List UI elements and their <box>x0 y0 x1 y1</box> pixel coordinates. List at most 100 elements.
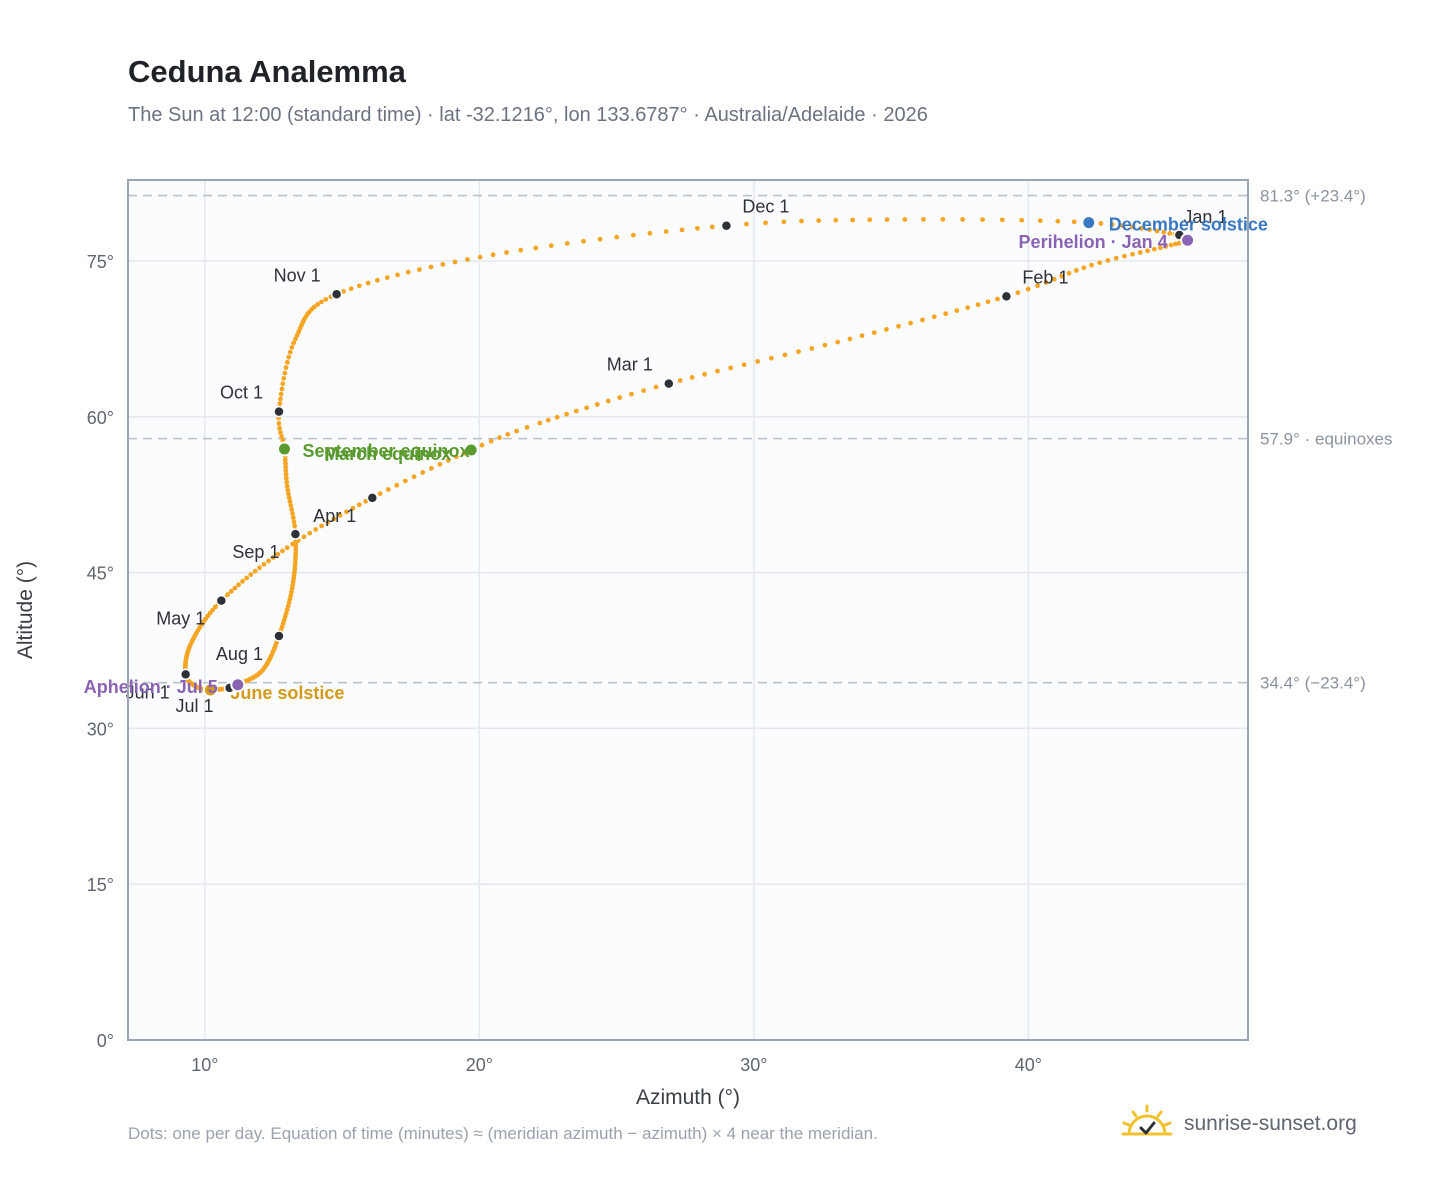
daily-sun-dot <box>975 302 981 308</box>
daily-sun-dot <box>1161 229 1167 235</box>
daily-sun-dot <box>653 384 659 390</box>
daily-sun-dot <box>280 381 286 387</box>
chart-subtitle: The Sun at 12:00 (standard time) · lat -… <box>128 104 928 126</box>
brand[interactable]: sunrise-sunset.org <box>1120 1102 1357 1146</box>
daily-sun-dot <box>417 267 422 272</box>
daily-sun-dot <box>768 355 774 361</box>
daily-sun-dot <box>679 227 685 233</box>
daily-sun-dot <box>331 516 337 522</box>
daily-sun-dot <box>280 548 285 554</box>
y-tick-label: 30° <box>87 719 114 739</box>
daily-sun-dot <box>445 458 451 463</box>
event-marker <box>202 682 218 698</box>
daily-sun-dot <box>799 218 804 224</box>
month-marker <box>720 219 733 232</box>
daily-sun-dot <box>1073 268 1079 273</box>
month-marker <box>273 630 285 642</box>
daily-sun-dot <box>477 254 483 260</box>
daily-sun-dot <box>286 495 292 500</box>
daily-sun-dot <box>605 398 611 404</box>
month-label: Nov 1 <box>274 265 321 285</box>
daily-sun-dot <box>545 417 551 423</box>
plot-area <box>128 180 1248 1040</box>
daily-sun-dot <box>225 592 231 597</box>
daily-sun-dot <box>232 585 238 591</box>
daily-sun-dot <box>999 217 1005 223</box>
daily-sun-dot <box>374 277 380 283</box>
event-marker <box>463 442 479 458</box>
daily-sun-dot <box>1130 251 1135 257</box>
daily-sun-dot <box>279 434 285 439</box>
daily-sun-dot <box>647 230 653 236</box>
daily-sun-dot <box>411 474 417 480</box>
daily-sun-dot <box>1173 241 1178 247</box>
daily-sun-dot <box>1145 248 1150 254</box>
daily-sun-dot <box>796 349 801 355</box>
month-label: Mar 1 <box>607 355 653 375</box>
daily-sun-dot <box>325 520 331 525</box>
daily-sun-dot <box>282 457 288 463</box>
daily-sun-dot <box>1138 225 1144 231</box>
daily-sun-dot <box>252 568 258 574</box>
month-label: Jan 1 <box>1183 207 1227 227</box>
daily-sun-dot <box>702 371 708 377</box>
daily-sun-dot <box>1089 262 1094 268</box>
daily-sun-dot <box>395 272 400 278</box>
event-label: September equinox <box>302 441 469 461</box>
daily-sun-dot <box>281 376 287 381</box>
daily-sun-dot <box>497 435 502 441</box>
daily-sun-dot <box>248 572 254 578</box>
daily-sun-dot <box>709 224 715 230</box>
daily-sun-dot <box>289 345 295 350</box>
month-marker <box>273 405 285 418</box>
daily-sun-dot <box>741 362 747 368</box>
daily-sun-dot <box>287 349 293 355</box>
daily-sun-dot <box>287 499 293 504</box>
daily-sun-dot <box>277 401 283 406</box>
month-label: Apr 1 <box>313 506 356 526</box>
daily-sun-dot <box>420 470 426 475</box>
month-marker <box>330 288 343 301</box>
daily-sun-dot <box>965 305 971 311</box>
daily-sun-dot <box>1025 286 1031 292</box>
daily-sun-dot <box>980 217 985 222</box>
daily-sun-dot <box>1066 270 1072 276</box>
event-marker <box>276 441 292 457</box>
daily-sun-dot <box>315 301 321 307</box>
daily-sun-dot <box>847 336 853 342</box>
month-label: Oct 1 <box>220 383 263 403</box>
daily-sun-dot <box>290 511 295 516</box>
daily-sun-dot <box>278 430 283 435</box>
month-label: May 1 <box>156 609 205 629</box>
month-marker <box>366 492 379 504</box>
daily-sun-dot <box>920 317 925 323</box>
reference-line-label: 81.3° (+23.4°) <box>1260 187 1366 206</box>
daily-sun-dot <box>377 491 383 497</box>
x-axis-label: Azimuth (°) <box>636 1086 740 1109</box>
daily-sun-dot <box>291 519 297 525</box>
daily-sun-dot <box>261 561 267 567</box>
daily-sun-dot <box>453 454 459 460</box>
daily-sun-dot <box>337 512 343 518</box>
month-label: Dec 1 <box>742 197 789 217</box>
daily-sun-dot <box>285 487 291 493</box>
daily-sun-dot <box>490 252 496 258</box>
daily-sun-dot <box>564 411 569 417</box>
daily-sun-dot <box>289 507 295 512</box>
daily-sun-dot <box>284 484 290 489</box>
daily-sun-dot <box>630 232 636 238</box>
daily-sun-dot <box>356 502 362 508</box>
chart-title: Ceduna Analemma <box>128 54 406 89</box>
daily-sun-dot <box>985 299 991 305</box>
daily-sun-dot <box>1151 246 1157 252</box>
daily-sun-dot <box>363 498 369 504</box>
daily-sun-dot <box>350 505 356 511</box>
daily-sun-dot <box>323 296 329 302</box>
y-tick-label: 60° <box>87 408 114 428</box>
daily-sun-dot <box>276 421 282 426</box>
daily-sun-dot <box>479 442 485 448</box>
month-markers: Jan 1 Feb 1 Mar 1 Apr 1 May 1 Jun 1 Jul 1 Aug 1… <box>126 197 1228 716</box>
x-tick-label: 30° <box>740 1055 767 1075</box>
month-marker <box>179 668 192 681</box>
